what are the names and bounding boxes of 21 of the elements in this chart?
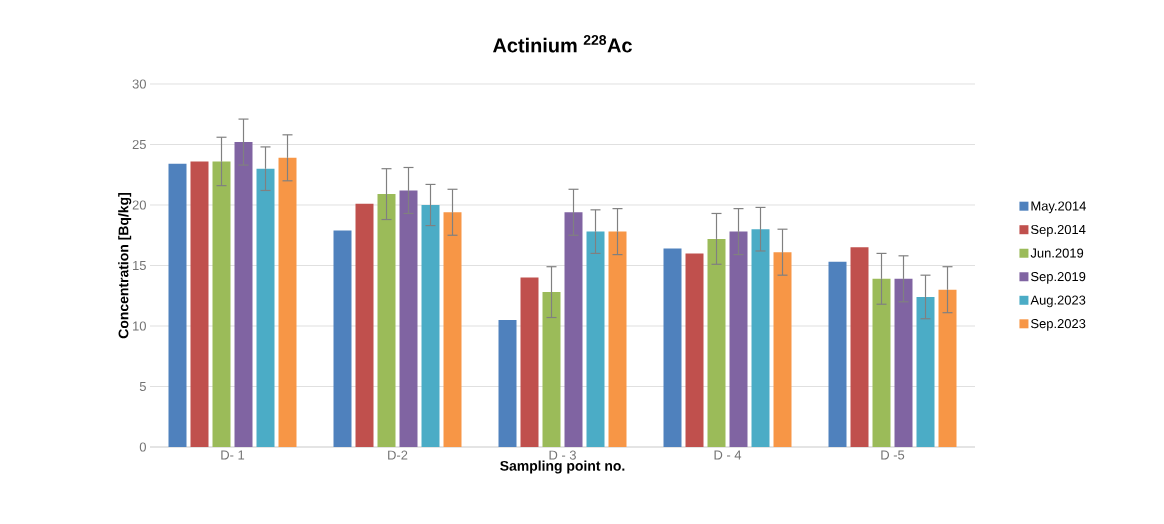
legend-label: May.2014	[1031, 201, 1086, 214]
y-tick-label: 25	[132, 139, 146, 150]
x-axis-title: Sampling point no.	[500, 460, 625, 474]
y-tick-label: 15	[133, 260, 146, 271]
x-tick-label: D - 3	[549, 450, 576, 460]
x-tick-label: D-2	[388, 450, 408, 460]
legend-label: Aug.2023	[1030, 295, 1086, 308]
y-tick-label: 20	[132, 200, 146, 210]
legend-label: Sep.2023	[1031, 319, 1086, 331]
y-tick-label: 30	[132, 79, 146, 89]
legend-label: Jun.2019	[1030, 248, 1084, 258]
y-tick-label: 5	[139, 381, 146, 392]
x-tick-label: D -5	[881, 450, 905, 460]
legend-label: Sep.2019	[1031, 271, 1086, 284]
x-tick-label: D- 1	[221, 450, 245, 460]
y-axis-title: Concentration [Bq/kg]	[118, 193, 132, 339]
legend-label: Sep.2014	[1031, 224, 1086, 237]
y-tick-label: 0	[139, 442, 146, 452]
x-tick-label: D - 4	[714, 450, 742, 460]
y-tick-label: 10	[133, 321, 146, 331]
chart-title: Actinium $^{228}$Ac	[493, 35, 632, 53]
